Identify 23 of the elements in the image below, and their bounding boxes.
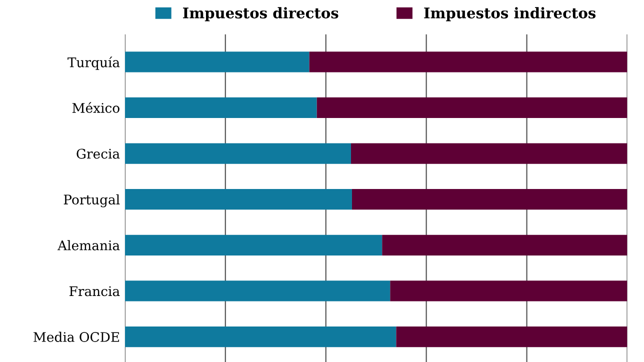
y-tick-label: Turquía	[68, 56, 120, 70]
bar	[390, 280, 628, 302]
bar	[124, 234, 382, 256]
bar	[352, 189, 628, 210]
bar	[124, 52, 310, 72]
y-tick-label: Francia	[70, 286, 120, 296]
y-tick-label: Alemania	[57, 240, 120, 250]
bar	[309, 52, 628, 72]
bar	[124, 143, 351, 164]
bar	[396, 326, 628, 348]
bar	[124, 326, 396, 348]
legend-label: Impuestos directos	[183, 7, 338, 22]
bar	[350, 143, 628, 164]
bar	[382, 234, 628, 256]
bar	[124, 189, 352, 210]
y-tick-label: México	[72, 102, 120, 113]
y-tick-label: Grecia	[76, 148, 120, 159]
y-tick-label: Media OCDE	[34, 332, 120, 342]
legend-label: Impuestos indirectos	[424, 7, 596, 22]
bar	[124, 280, 390, 302]
bar	[124, 97, 317, 118]
y-tick-label: Portugal	[64, 194, 120, 208]
bar	[316, 97, 628, 118]
